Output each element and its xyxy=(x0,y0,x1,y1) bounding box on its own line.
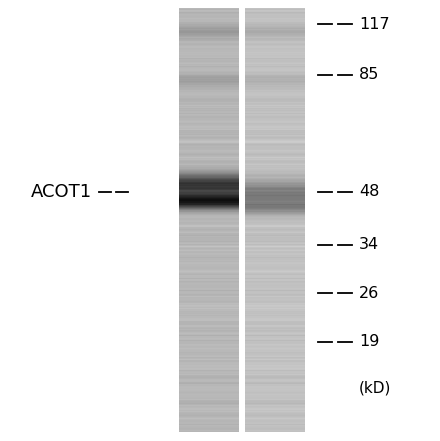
Text: 117: 117 xyxy=(359,17,389,32)
Text: 26: 26 xyxy=(359,286,379,301)
Text: ACOT1: ACOT1 xyxy=(31,183,92,201)
Text: 34: 34 xyxy=(359,237,379,252)
Text: 85: 85 xyxy=(359,67,379,82)
Text: (kD): (kD) xyxy=(359,381,391,396)
Text: 19: 19 xyxy=(359,334,379,349)
Text: 48: 48 xyxy=(359,184,379,199)
